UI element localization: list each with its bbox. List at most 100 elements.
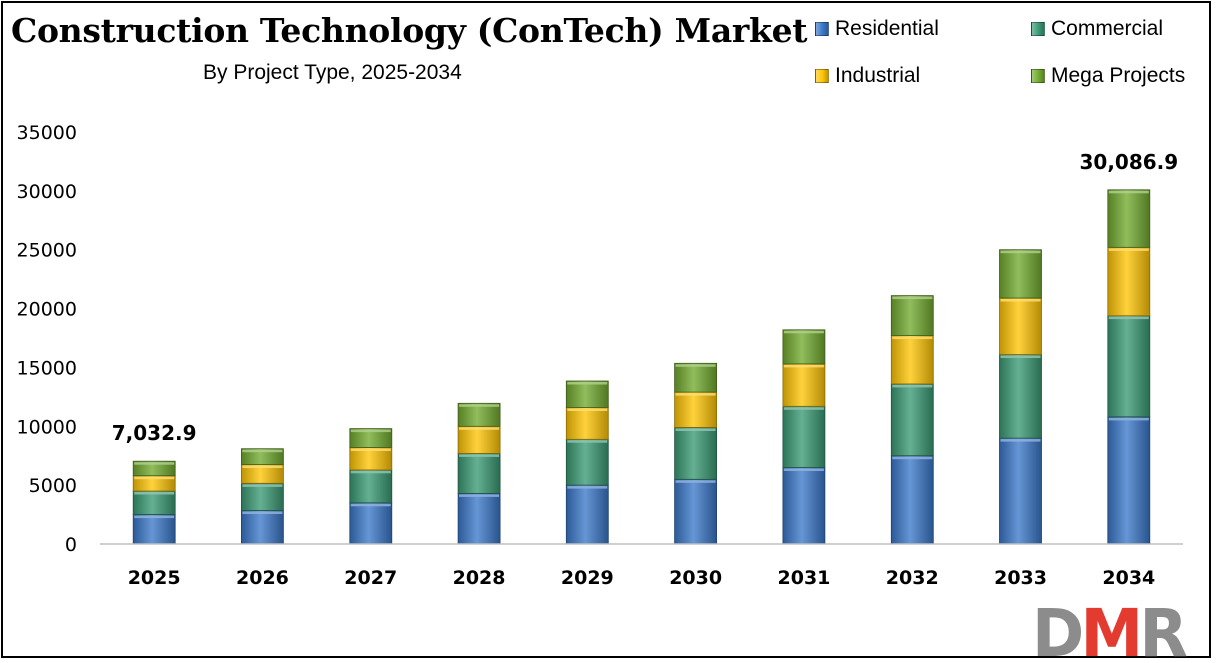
bar-segment-industrial (457, 425, 501, 454)
dmr-logo-letter-d: D (1032, 596, 1082, 660)
bar-segment-residential (240, 510, 284, 545)
bar-segment-bevel (892, 336, 933, 340)
bar-segment-commercial (132, 490, 176, 515)
bar-segment-industrial (782, 363, 826, 407)
bar-segment-bevel (567, 382, 608, 385)
legend-swatch-mega-projects (1031, 69, 1045, 83)
bar-segment-residential (457, 492, 501, 545)
x-tick-label: 2034 (1102, 567, 1155, 589)
chart-subtitle: By Project Type, 2025-2034 (203, 61, 462, 84)
bar-stack-2030 (674, 362, 717, 545)
legend-swatch-commercial (1031, 22, 1045, 36)
y-tick-label: 25000 (17, 240, 77, 262)
legend-label-residential: Residential (835, 17, 939, 40)
data-labels: 7,032.9 30,086.9 (112, 150, 1178, 445)
bar-segment-industrial (890, 335, 934, 385)
bar-segment-bevel (242, 449, 283, 453)
bar-segment-commercial (674, 427, 717, 480)
x-tick-label: 2031 (778, 567, 831, 589)
bar-segment-industrial (1107, 246, 1151, 317)
x-tick-label: 2033 (994, 567, 1047, 589)
bar-segment-bevel (1108, 316, 1149, 320)
bar-segment-residential (999, 437, 1042, 545)
legend-swatch-industrial (815, 69, 829, 83)
bar-segment-bevel (1108, 417, 1149, 421)
bar-segment-residential (1107, 416, 1151, 545)
bar-segment-residential (782, 467, 826, 545)
bar-segment-bevel (1000, 355, 1041, 358)
bar-segment-residential (674, 478, 717, 545)
bar-segment-residential (890, 455, 934, 545)
x-axis: 2025 2026 2027 2028 2029 2030 2031 2032 2033 2034 (100, 543, 1183, 589)
data-label-2034: 30,086.9 (1079, 150, 1178, 174)
bar-segment-commercial (782, 405, 826, 468)
chart-title: Construction Technology (ConTech) Market (11, 11, 808, 50)
bar-segment-bevel (242, 511, 283, 514)
bar-segment-mega-projects (674, 362, 717, 393)
bar-segment-mega-projects (132, 460, 176, 477)
bar-segment-industrial (565, 407, 609, 440)
legend-item-industrial: Industrial (815, 64, 920, 88)
y-tick-label: 20000 (17, 299, 77, 321)
bar-segment-bevel (567, 486, 608, 489)
x-tick-label: 2030 (669, 567, 722, 589)
bar-segment-commercial (1107, 315, 1151, 418)
bar-segment-mega-projects (1107, 189, 1151, 248)
bar-stack-2029 (565, 380, 609, 545)
y-tick-label: 0 (65, 534, 77, 556)
bar-segment-mega-projects (457, 402, 501, 427)
bar-segment-mega-projects (565, 380, 609, 408)
bar-segment-bevel (783, 364, 824, 368)
bar-stack-2025 (132, 460, 176, 545)
legend-item-commercial: Commercial (1031, 17, 1163, 41)
y-tick-label: 10000 (17, 416, 77, 438)
bar-segment-mega-projects (999, 249, 1042, 299)
x-tick-label: 2026 (236, 567, 289, 589)
bar-segment-mega-projects (349, 428, 393, 448)
bar-segment-bevel (242, 465, 283, 468)
dmr-logo-text: DMR (1032, 596, 1187, 660)
bar-stack-2026 (240, 448, 284, 545)
bar-segment-commercial (457, 452, 501, 494)
bar-segment-commercial (240, 482, 284, 511)
bar-segment-bevel (134, 462, 175, 465)
bar-segment-bevel (892, 456, 933, 460)
bar-segment-bevel (675, 364, 716, 367)
legend-swatch-residential (815, 22, 829, 36)
bar-segment-bevel (783, 468, 824, 471)
bar-segment-bevel (459, 454, 500, 457)
x-tick-label: 2028 (453, 567, 506, 589)
bar-segment-bevel (675, 480, 716, 483)
bar-segment-bevel (459, 404, 500, 407)
bar-segment-commercial (890, 383, 934, 457)
bar-segment-mega-projects (890, 295, 934, 337)
bar-segment-bevel (459, 494, 500, 497)
bar-segment-industrial (999, 297, 1042, 355)
bar-stack-2034 (1107, 189, 1151, 545)
bar-segment-industrial (674, 391, 717, 428)
legend-label-commercial: Commercial (1051, 17, 1164, 40)
bar-segment-bevel (1000, 299, 1041, 302)
bar-segment-residential (565, 484, 609, 545)
bar-segment-bevel (675, 428, 716, 431)
bar-segment-bevel (350, 429, 391, 433)
dmr-logo-letter-r: R (1139, 596, 1187, 660)
bar-stacks (132, 189, 1151, 545)
bar-segment-residential (349, 502, 393, 545)
bar-segment-commercial (999, 354, 1042, 439)
x-tick-label: 2032 (886, 567, 939, 589)
bar-segment-bevel (350, 470, 391, 474)
bar-segment-bevel (134, 515, 175, 519)
bar-segment-bevel (350, 503, 391, 507)
bar-stack-2027 (349, 428, 393, 545)
y-tick-label: 30000 (17, 181, 77, 203)
bar-segment-residential (132, 514, 176, 545)
legend-item-mega-projects: Mega Projects (1031, 64, 1185, 88)
x-tick-label: 2029 (561, 567, 614, 589)
x-tick-label: 2025 (128, 567, 181, 589)
bar-segment-bevel (134, 476, 175, 480)
bar-segment-bevel (567, 408, 608, 411)
bar-stack-2028 (457, 402, 501, 545)
y-axis: 0 5000 10000 15000 20000 25000 30000 35000 (17, 122, 77, 556)
bar-segment-bevel (350, 448, 391, 451)
